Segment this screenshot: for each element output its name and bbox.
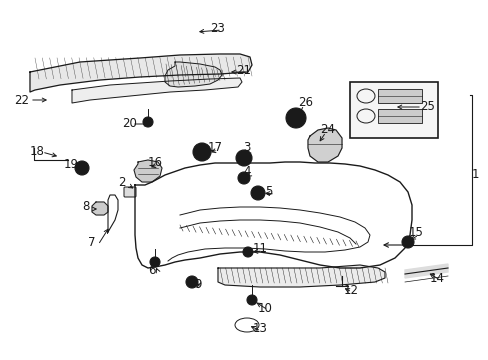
Text: 5: 5 (264, 185, 272, 198)
Text: 1: 1 (471, 168, 479, 181)
Text: 14: 14 (429, 271, 444, 284)
Text: 13: 13 (252, 323, 267, 336)
Text: 16: 16 (148, 157, 163, 170)
Text: 26: 26 (297, 96, 312, 109)
Polygon shape (307, 128, 341, 162)
Text: 24: 24 (319, 123, 334, 136)
Circle shape (185, 276, 198, 288)
Text: 9: 9 (194, 279, 201, 292)
Circle shape (150, 257, 160, 267)
Text: 20: 20 (122, 117, 137, 130)
Circle shape (236, 150, 251, 166)
FancyBboxPatch shape (124, 187, 136, 197)
Text: 15: 15 (408, 226, 423, 239)
Circle shape (250, 186, 264, 200)
Polygon shape (30, 54, 251, 92)
Circle shape (142, 117, 153, 127)
Circle shape (238, 172, 249, 184)
Text: 7: 7 (88, 237, 95, 249)
Text: 12: 12 (343, 284, 358, 297)
Text: 4: 4 (243, 166, 250, 179)
Polygon shape (218, 265, 384, 287)
Circle shape (75, 161, 89, 175)
Polygon shape (92, 202, 108, 215)
Text: 10: 10 (258, 301, 272, 315)
Circle shape (193, 143, 210, 161)
Circle shape (290, 113, 301, 123)
Circle shape (239, 153, 248, 163)
Text: 18: 18 (30, 145, 45, 158)
Text: 17: 17 (207, 141, 223, 154)
FancyBboxPatch shape (377, 109, 421, 123)
Text: 25: 25 (419, 100, 434, 113)
Text: 3: 3 (243, 141, 250, 154)
Polygon shape (72, 78, 242, 103)
Polygon shape (404, 264, 447, 278)
Circle shape (401, 236, 413, 248)
FancyBboxPatch shape (377, 89, 421, 103)
Polygon shape (164, 62, 222, 87)
Circle shape (78, 164, 86, 172)
Text: 19: 19 (64, 158, 79, 171)
Text: 2: 2 (118, 176, 125, 189)
FancyBboxPatch shape (349, 82, 437, 138)
Circle shape (246, 295, 257, 305)
Text: 22: 22 (14, 94, 29, 107)
Text: 8: 8 (82, 201, 89, 213)
Text: 23: 23 (209, 22, 224, 35)
Circle shape (243, 247, 252, 257)
Circle shape (197, 147, 206, 157)
Text: 6: 6 (148, 264, 155, 276)
Polygon shape (134, 160, 162, 182)
Text: 11: 11 (252, 243, 267, 256)
Circle shape (285, 108, 305, 128)
Text: 21: 21 (236, 63, 250, 77)
